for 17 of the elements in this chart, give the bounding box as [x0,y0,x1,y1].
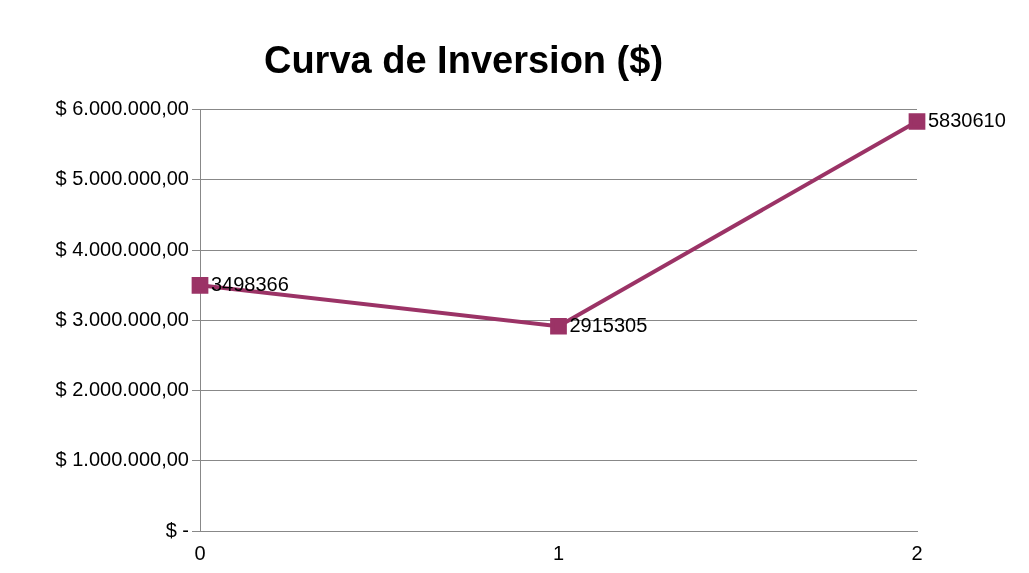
data-label: 3498366 [211,272,289,295]
point [550,317,567,335]
y-tick-label: $ 1.000.000,00 [55,448,189,471]
point [908,113,926,130]
y-tick-label: $ 5.000.000,00 [55,167,189,190]
chart-title: Curva de Inversion ($) [263,39,664,82]
data-label: 2915305 [569,313,648,336]
x-tick-label: 0 [194,541,206,564]
x-tick-label: 1 [552,541,565,564]
x-tick-label: 2 [911,541,923,564]
y-tick-label: $ 3.000.000,00 [55,307,189,330]
y-tick-label: $ 2.000.000,00 [55,378,189,401]
y-tick-label: $ 4.000.000,00 [55,237,189,260]
point [191,276,209,294]
data-label: 5830610 [928,109,1006,132]
y-tick-label: $ 6.000.000,00 [55,97,189,120]
y-tick-label: $ - [165,518,189,541]
